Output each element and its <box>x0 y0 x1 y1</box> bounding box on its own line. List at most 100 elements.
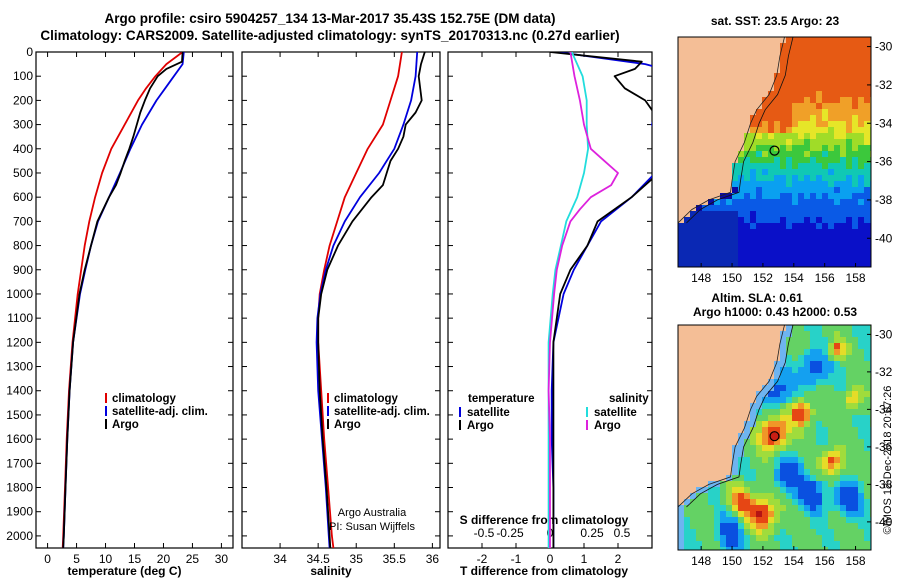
sst-map-cell <box>822 181 829 188</box>
sst-map-cell <box>678 247 685 254</box>
sla-map-cell <box>684 523 691 530</box>
sla-map-cell <box>714 457 721 464</box>
sst-map-cell <box>798 151 805 158</box>
sla-map-cell <box>768 343 775 350</box>
sla-map-cell <box>834 361 841 368</box>
sla-map-cell <box>786 541 793 548</box>
sla-map-cell <box>678 529 685 536</box>
sla-map-cell <box>834 493 841 500</box>
sst-map-cell <box>696 103 703 110</box>
sst-map-cell <box>822 85 829 92</box>
sst-map-cell <box>828 187 835 194</box>
sla-map-cell <box>756 385 763 392</box>
sst-map-cell <box>708 91 715 98</box>
sla-map-cell <box>720 439 727 446</box>
sla-map-cell <box>834 499 841 506</box>
sla-map-cell <box>690 427 697 434</box>
depth-tick-label: 1800 <box>6 481 33 495</box>
sla-map-cell <box>678 343 685 350</box>
sst-map-cell <box>804 187 811 194</box>
sla-map-cell <box>750 421 757 428</box>
sla-map-cell <box>720 493 727 500</box>
sla-map-cell <box>816 469 823 476</box>
sla-lat-tick-label: -34 <box>875 402 893 416</box>
sst-map-cell <box>750 199 757 206</box>
sst-map-cell <box>678 157 685 164</box>
sst-map-cell <box>792 61 799 68</box>
sst-map-cell <box>756 97 763 104</box>
sst-map-cell <box>720 253 727 260</box>
sla-map-cell <box>816 361 823 368</box>
sla-map-cell <box>828 421 835 428</box>
sla-map-cell <box>858 397 865 404</box>
sla-map-cell <box>684 379 691 386</box>
sst-map-cell <box>768 265 775 267</box>
sst-map-cell <box>726 241 733 248</box>
sst-map-cell <box>756 37 763 44</box>
sst-map-cell <box>780 55 787 62</box>
sst-map-cell <box>696 217 703 224</box>
sla-map-cell <box>774 415 781 422</box>
sla-map-cell <box>786 499 793 506</box>
sst-map-cell <box>846 73 853 80</box>
sla-map-cell <box>720 337 727 344</box>
sst-map-cell <box>828 37 835 44</box>
sst-map-cell <box>780 217 787 224</box>
sla-map-title-line2: Argo h1000: 0.43 h2000: 0.53 <box>693 305 857 319</box>
sst-map-cell <box>750 247 757 254</box>
sst-map-cell <box>762 187 769 194</box>
sst-map-cell <box>858 235 865 242</box>
sla-map-cell <box>804 337 811 344</box>
sla-map-cell <box>738 451 745 458</box>
sla-map-cell <box>744 511 751 518</box>
sla-map-cell <box>810 457 817 464</box>
sla-map-cell <box>690 439 697 446</box>
sla-map-cell <box>726 487 733 494</box>
sla-lat-tick-label: -40 <box>875 515 893 529</box>
sla-map-cell <box>852 421 859 428</box>
sla-map-cell <box>756 541 763 548</box>
sst-map-cell <box>720 115 727 122</box>
sla-map-cell <box>762 535 769 542</box>
sla-map-cell <box>750 547 757 550</box>
sla-map-cell <box>774 511 781 518</box>
sst-map-cell <box>798 187 805 194</box>
sst-map-cell <box>684 91 691 98</box>
sst-map-cell <box>858 91 865 98</box>
sst-map-cell <box>828 109 835 116</box>
sst-map-cell <box>792 145 799 152</box>
sla-map-cell <box>708 469 715 476</box>
sst-map-cell <box>732 235 739 242</box>
sla-map-cell <box>822 343 829 350</box>
sst-map-cell <box>690 127 697 134</box>
sst-map-cell <box>810 91 817 98</box>
sst-map-cell <box>732 259 739 266</box>
sla-map-cell <box>858 505 865 512</box>
sst-map-cell <box>852 73 859 80</box>
sla-map-cell <box>774 439 781 446</box>
sst-map-cell <box>714 211 721 218</box>
sla-map-cell <box>834 409 841 416</box>
sla-map-cell <box>864 385 871 392</box>
sla-map-cell <box>750 409 757 416</box>
sla-map-cell <box>834 517 841 524</box>
sst-map-cell <box>720 169 727 176</box>
sst-map-cell <box>690 115 697 122</box>
sla-map-cell <box>864 439 871 446</box>
sla-map-cell <box>858 421 865 428</box>
sla-map-cell <box>702 367 709 374</box>
sst-map-cell <box>828 91 835 98</box>
sla-map-cell <box>846 529 853 536</box>
sst-map-cell <box>744 127 751 134</box>
sst-map-cell <box>714 223 721 230</box>
sst-map-cell <box>864 73 871 80</box>
sst-map-cell <box>858 181 865 188</box>
sla-map-cell <box>816 397 823 404</box>
sst-map-cell <box>678 139 685 146</box>
sst-map-cell <box>780 115 787 122</box>
sla-map-cell <box>684 361 691 368</box>
sst-map-cell <box>678 235 685 242</box>
sst-map-cell <box>762 109 769 116</box>
sst-map-cell <box>702 169 709 176</box>
sst-map-cell <box>756 43 763 50</box>
